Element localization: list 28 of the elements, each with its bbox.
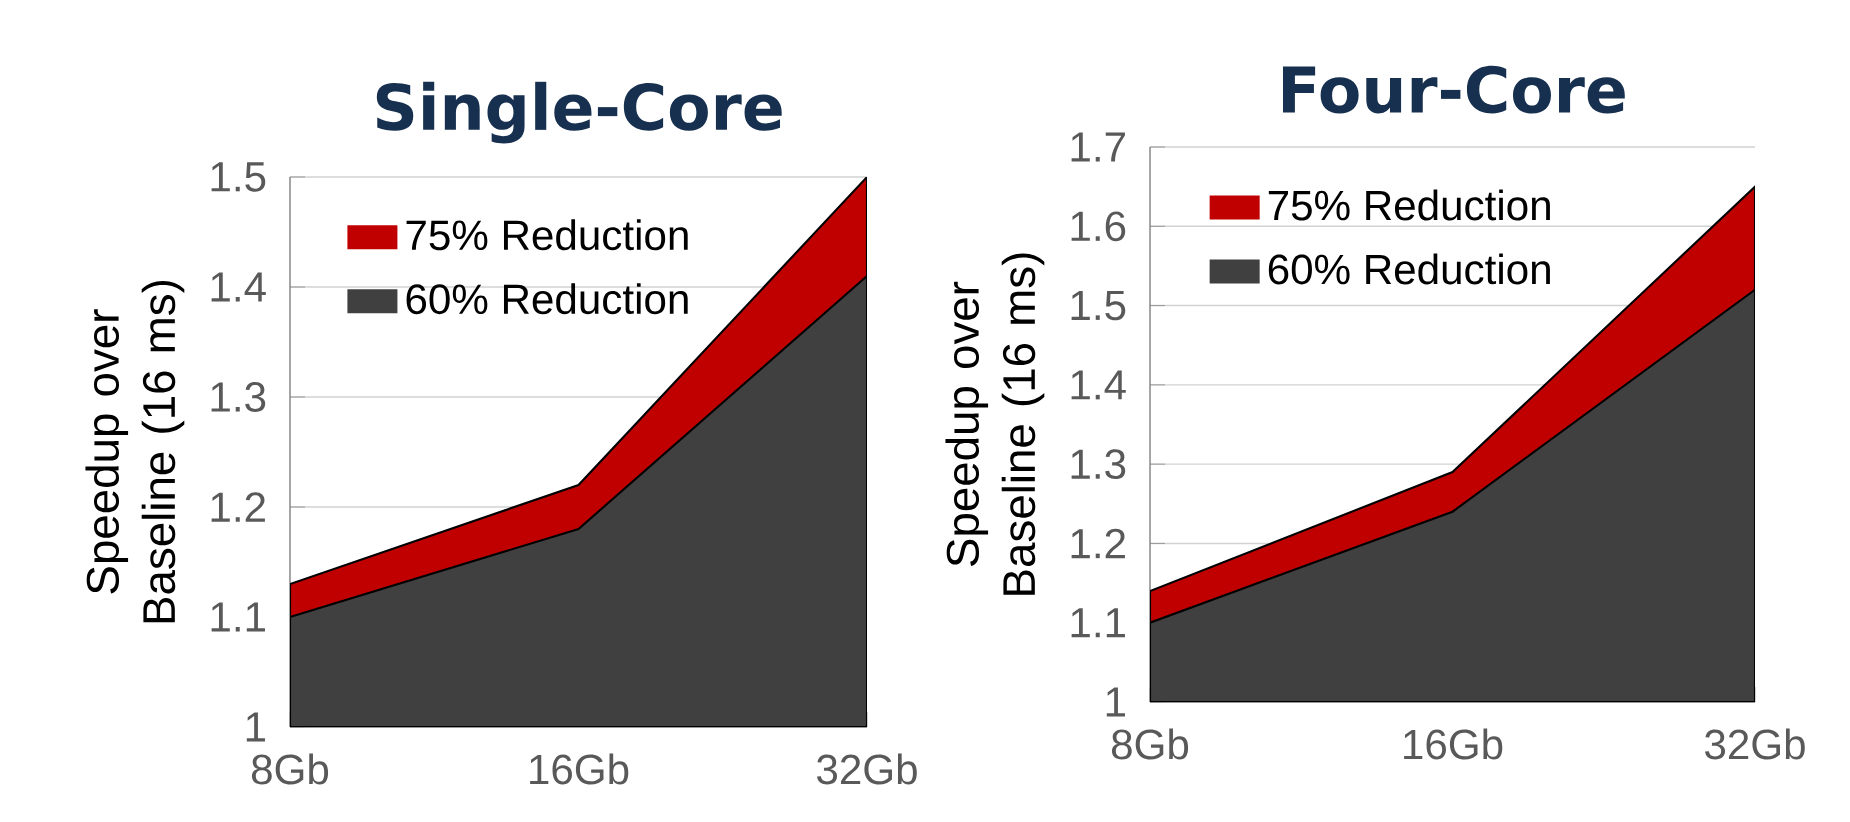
- x-tick-label: 16Gb: [1404, 728, 1503, 760]
- x-tick-label: 32Gb: [817, 753, 917, 785]
- y-tick-label: 1: [246, 712, 265, 742]
- legend-label: 60% Reduction: [406, 283, 688, 315]
- y-tick-label: 1.2: [211, 492, 265, 522]
- y-tick-label: 1.6: [1071, 211, 1126, 242]
- y-tick-label: 1.1: [211, 602, 265, 632]
- y-axis-title: Speedup over Baseline (16 ms): [945, 253, 1045, 595]
- legend-label: 75% Reduction: [1268, 189, 1550, 221]
- y-tick-label: 1.5: [1071, 290, 1126, 321]
- chart-title: Four-Core: [1282, 65, 1625, 114]
- legend-label: 75% Reduction: [406, 219, 688, 251]
- x-tick-label: 8Gb: [251, 753, 329, 785]
- x-tick-label: 32Gb: [1705, 728, 1805, 760]
- chart-title: Single-Core: [376, 81, 782, 144]
- y-tick-label: 1.5: [211, 162, 266, 192]
- y-axis-title: Speedup over Baseline (16 ms): [85, 280, 185, 623]
- y-tick-label: 1: [1106, 687, 1125, 717]
- y-tick-label: 1.3: [1071, 449, 1126, 480]
- y-tick-label: 1.7: [1071, 132, 1125, 162]
- y-tick-label: 1.2: [1071, 528, 1125, 559]
- y-tick-label: 1.3: [211, 382, 266, 412]
- x-tick-label: 8Gb: [1111, 728, 1189, 760]
- legend-label: 60% Reduction: [1268, 253, 1550, 285]
- y-tick-label: 1.4: [1071, 370, 1126, 400]
- y-tick-label: 1.1: [1071, 608, 1125, 638]
- x-tick-label: 16Gb: [530, 753, 629, 785]
- y-tick-label: 1.4: [211, 272, 266, 302]
